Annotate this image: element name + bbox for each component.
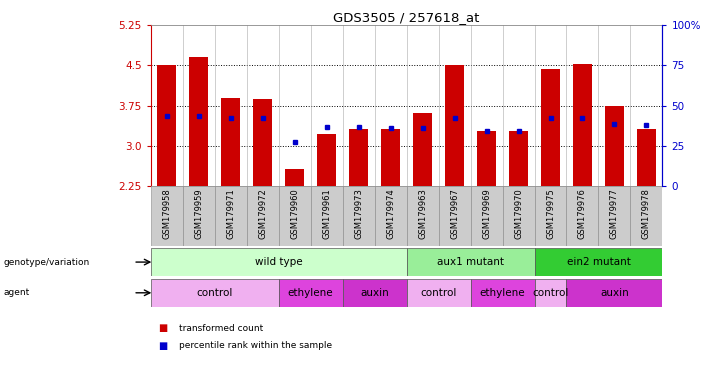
Bar: [374, 186, 407, 246]
Bar: [439, 186, 470, 246]
Bar: [407, 248, 534, 276]
Bar: [477, 131, 496, 186]
Text: GSM179970: GSM179970: [514, 188, 523, 239]
Bar: [413, 113, 432, 186]
Bar: [381, 129, 400, 186]
Bar: [566, 279, 662, 307]
Bar: [541, 69, 560, 186]
Text: GSM179975: GSM179975: [546, 188, 555, 239]
Bar: [534, 279, 566, 307]
Bar: [599, 186, 630, 246]
Text: GSM179976: GSM179976: [578, 188, 587, 239]
Text: control: control: [196, 288, 233, 298]
Bar: [343, 279, 407, 307]
Bar: [343, 186, 374, 246]
Bar: [285, 169, 304, 186]
Text: GSM179971: GSM179971: [226, 188, 235, 239]
Bar: [630, 186, 662, 246]
Bar: [151, 186, 183, 246]
Text: auxin: auxin: [360, 288, 389, 298]
Text: GSM179969: GSM179969: [482, 188, 491, 239]
Bar: [247, 186, 278, 246]
Text: agent: agent: [4, 288, 29, 297]
Text: GSM179961: GSM179961: [322, 188, 331, 239]
Text: GSM179960: GSM179960: [290, 188, 299, 239]
Title: GDS3505 / 257618_at: GDS3505 / 257618_at: [334, 11, 479, 24]
Bar: [311, 186, 343, 246]
Text: wild type: wild type: [255, 257, 302, 267]
Bar: [470, 279, 534, 307]
Bar: [534, 186, 566, 246]
Text: GSM179972: GSM179972: [258, 188, 267, 239]
Bar: [509, 131, 528, 186]
Bar: [183, 186, 215, 246]
Bar: [573, 64, 592, 186]
Text: GSM179977: GSM179977: [610, 188, 619, 239]
Text: control: control: [421, 288, 457, 298]
Text: control: control: [532, 288, 569, 298]
Bar: [253, 99, 272, 186]
Bar: [534, 248, 662, 276]
Bar: [151, 248, 407, 276]
Text: ■: ■: [158, 323, 167, 333]
Bar: [445, 65, 464, 186]
Text: aux1 mutant: aux1 mutant: [437, 257, 504, 267]
Text: GSM179959: GSM179959: [194, 188, 203, 238]
Bar: [566, 186, 599, 246]
Text: GSM179958: GSM179958: [162, 188, 171, 239]
Text: ethylene: ethylene: [479, 288, 525, 298]
Bar: [221, 98, 240, 186]
Bar: [215, 186, 247, 246]
Text: ein2 mutant: ein2 mutant: [566, 257, 630, 267]
Bar: [189, 57, 208, 186]
Bar: [503, 186, 534, 246]
Bar: [407, 186, 439, 246]
Text: GSM179963: GSM179963: [418, 188, 427, 239]
Text: ethylene: ethylene: [288, 288, 334, 298]
Bar: [151, 279, 278, 307]
Bar: [317, 134, 336, 186]
Bar: [637, 129, 656, 186]
Text: GSM179973: GSM179973: [354, 188, 363, 239]
Text: GSM179978: GSM179978: [642, 188, 651, 239]
Bar: [157, 65, 177, 186]
Text: GSM179974: GSM179974: [386, 188, 395, 239]
Text: GSM179967: GSM179967: [450, 188, 459, 239]
Text: percentile rank within the sample: percentile rank within the sample: [179, 341, 332, 350]
Bar: [605, 106, 624, 186]
Bar: [349, 129, 368, 186]
Bar: [278, 186, 311, 246]
Bar: [407, 279, 470, 307]
Text: genotype/variation: genotype/variation: [4, 258, 90, 266]
Text: transformed count: transformed count: [179, 324, 263, 333]
Bar: [470, 186, 503, 246]
Text: auxin: auxin: [600, 288, 629, 298]
Text: ■: ■: [158, 341, 167, 351]
Bar: [278, 279, 343, 307]
